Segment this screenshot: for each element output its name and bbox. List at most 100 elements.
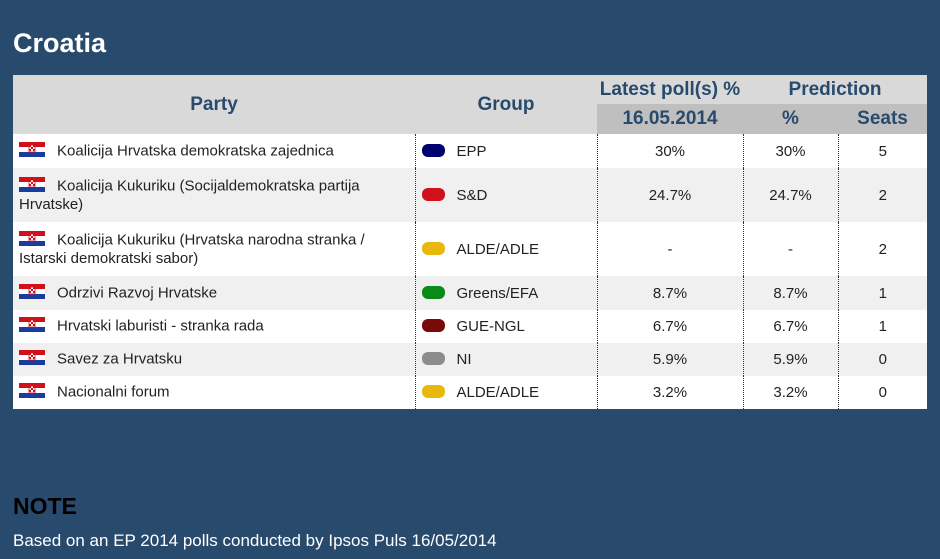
flag-part [33, 184, 35, 186]
percent-cell: - [742, 222, 838, 276]
table-row: Odrzivi Razvoj Hrvatske Greens/EFA 8.7% 8.7… [13, 276, 927, 310]
seats-cell: 1 [837, 310, 927, 343]
table-body: Koalicija Hrvatska demokratska zajednica… [13, 134, 927, 409]
group-header: Group [415, 75, 597, 134]
poll-cell: 30% [596, 134, 743, 168]
flag-part [33, 357, 35, 359]
flag-part [19, 393, 45, 398]
table-row: Hrvatski laburisti - stranka rada GUE-NGL… [13, 310, 927, 343]
flag-part [29, 386, 31, 388]
flag-part [33, 290, 35, 293]
party-cell: Savez za Hrvatsku [13, 343, 415, 376]
flag-part [19, 141, 45, 147]
flag-part [19, 177, 45, 182]
flag-part [19, 317, 45, 322]
flag-part [19, 283, 45, 299]
flag-part [29, 184, 31, 186]
party-cell: Nacionalni forum [13, 376, 415, 409]
percent-cell: 3.2% [742, 376, 838, 409]
flag-part [31, 288, 33, 291]
party-name: Savez za Hrvatsku [57, 350, 183, 368]
poll-cell: 24.7% [596, 168, 743, 222]
poll-cell: 6.7% [596, 310, 743, 343]
flag-part [33, 286, 35, 289]
flag-part [33, 234, 35, 236]
party-name: Odrzivi Razvoj Hrvatske [57, 283, 218, 301]
party-name: Nacionalni forum [57, 383, 170, 401]
flag-part [29, 148, 31, 151]
party-cell: Odrzivi Razvoj Hrvatske [13, 276, 415, 310]
flag-part [19, 383, 45, 398]
flag-part [29, 144, 31, 147]
group-color [421, 285, 445, 299]
group-name: EPP [456, 142, 487, 160]
table-row: Koalicija Hrvatska demokratska zajednica… [13, 134, 927, 168]
prediction-header: Prediction [743, 75, 927, 104]
seats-cell: 0 [837, 343, 927, 376]
flag-part [19, 151, 45, 157]
flag-part [33, 386, 35, 388]
flag-part [19, 327, 45, 332]
flag-part [29, 180, 31, 182]
flag-part [19, 141, 45, 157]
flag [19, 141, 45, 161]
table-row: Savez za Hrvatsku NI 5.9% 5.9% 0 [13, 343, 927, 376]
flag-part [29, 234, 31, 236]
party-name: Koalicija Kukuriku (Hrvatska narodna str… [19, 231, 365, 267]
flag-part [19, 317, 45, 332]
flag-part [33, 353, 35, 355]
party-cell: Koalicija Kukuriku (Hrvatska narodna str… [13, 222, 415, 276]
party-name: Koalicija Hrvatska demokratska zajednica [57, 141, 334, 159]
poll-cell: 5.9% [596, 343, 743, 376]
flag-part [29, 238, 31, 240]
group-name: ALDE/ADLE [456, 384, 540, 401]
percent-cell: 8.7% [742, 276, 838, 310]
flag-part [19, 283, 45, 289]
group-name: ALDE/ADLE [456, 240, 540, 258]
table-row: Koalicija Kukuriku (Socijaldemokratska p… [13, 168, 927, 222]
seats-cell: 2 [837, 168, 927, 222]
flag-part [19, 383, 45, 388]
group-color [421, 241, 445, 255]
flag-part [29, 286, 31, 289]
group-color [421, 385, 445, 398]
flag-part [31, 388, 33, 390]
percent-header: % [743, 104, 838, 134]
party-name: Koalicija Kukuriku (Socijaldemokratska p… [19, 177, 360, 213]
flag-part [33, 180, 35, 182]
flag-part [19, 177, 45, 192]
percent-cell: 6.7% [742, 310, 838, 343]
flag [19, 350, 45, 369]
group-color [421, 143, 445, 157]
flag-part [29, 390, 31, 392]
group-name: NI [456, 351, 472, 368]
percent-cell: 24.7% [742, 168, 838, 222]
group-cell: GUE-NGL [414, 310, 597, 343]
poll-cell: 8.7% [596, 276, 743, 310]
group-cell: NI [414, 343, 597, 376]
note-title: NOTE [13, 493, 77, 519]
flag-part [33, 324, 35, 326]
flag-part [19, 187, 45, 192]
poll-date: 16.05.2014 [597, 104, 743, 134]
flag-part [19, 350, 45, 365]
group-name: Greens/EFA [456, 284, 539, 302]
flag-part [31, 236, 33, 238]
flag-part [31, 146, 33, 149]
party-cell: Hrvatski laburisti - stranka rada [13, 310, 415, 343]
flag-part [29, 320, 31, 322]
flag [19, 383, 45, 402]
group-color [421, 319, 445, 332]
seats-cell: 2 [837, 222, 927, 276]
percent-cell: 5.9% [742, 343, 838, 376]
group-cell: S&D [414, 168, 597, 222]
group-cell: Greens/EFA [414, 276, 597, 310]
group-cell: EPP [414, 134, 597, 168]
seats-cell: 1 [837, 276, 927, 310]
percent-cell: 30% [742, 134, 838, 168]
party-cell: Koalicija Hrvatska demokratska zajednica [13, 134, 415, 168]
flag-part [33, 144, 35, 147]
group-color [421, 187, 445, 201]
group-cell: ALDE/ADLE [414, 376, 597, 409]
